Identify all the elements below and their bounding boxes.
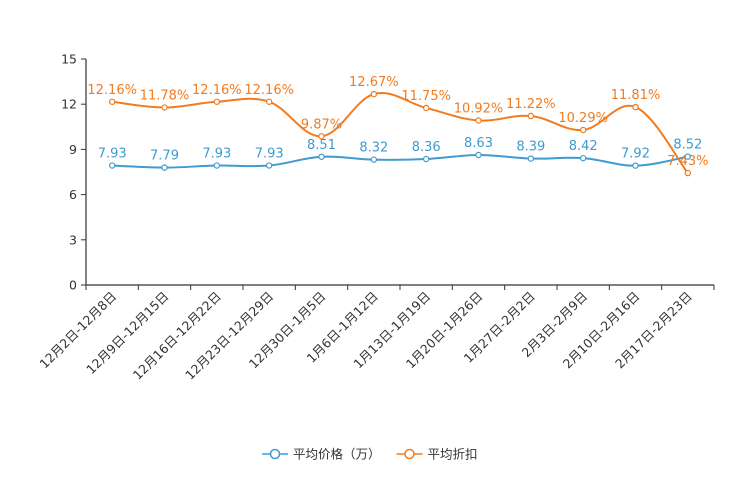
data-point: [370, 90, 378, 98]
data-point: [265, 162, 273, 169]
data-label: 10.92%: [454, 101, 504, 116]
data-point: [632, 103, 639, 111]
data-point: [475, 151, 482, 159]
data-point: [213, 162, 221, 169]
data-label: 12.16%: [87, 83, 137, 98]
data-point: [265, 98, 273, 105]
data-point: [318, 153, 325, 160]
y-tick-label: 9: [69, 142, 77, 157]
data-point: [579, 126, 587, 134]
data-point: [370, 156, 378, 163]
data-point: [318, 133, 325, 140]
data-point: [579, 154, 587, 162]
series-line: [112, 153, 689, 169]
data-point: [684, 153, 692, 160]
data-label: 8.32: [359, 141, 388, 156]
y-tick-label: 0: [69, 278, 77, 293]
data-label: 8.42: [569, 139, 598, 154]
data-label: 10.29%: [558, 111, 608, 126]
y-tick-label: 3: [69, 232, 77, 247]
y-tick-label: 15: [61, 52, 77, 67]
data-point: [632, 162, 639, 169]
data-label: 7.93: [98, 147, 127, 162]
data-point: [422, 104, 430, 112]
data-point: [475, 117, 482, 124]
data-label: 9.87%: [301, 117, 342, 132]
data-point: [161, 104, 168, 111]
data-point: [161, 164, 168, 171]
y-tick-label: 6: [69, 187, 77, 202]
data-label: 7.93: [202, 147, 231, 162]
data-point: [213, 98, 221, 105]
y-tick-label: 12: [61, 97, 77, 112]
data-point: [684, 169, 692, 177]
data-point: [108, 98, 116, 105]
data-label: 12.67%: [349, 75, 399, 90]
data-label: 8.52: [673, 138, 702, 153]
data-label: 11.75%: [401, 89, 451, 104]
data-label: 12.16%: [192, 83, 242, 98]
data-label: 7.79: [150, 149, 179, 164]
data-label: 8.36: [412, 140, 441, 155]
data-label: 8.39: [516, 140, 545, 155]
legend-marker-icon: [269, 448, 281, 460]
data-label: 11.81%: [611, 88, 661, 103]
data-label: 8.51: [307, 138, 336, 153]
data-label: 8.63: [464, 136, 493, 151]
x-tick-label: 12月16日-12月22日: [130, 289, 224, 383]
legend-item-2[interactable]: 平均折扣: [396, 447, 478, 462]
legend[interactable]: 平均价格（万） 平均折扣: [262, 447, 478, 462]
data-label: 12.16%: [244, 83, 294, 98]
data-label: 7.43%: [667, 154, 708, 169]
data-label: 11.78%: [140, 89, 190, 104]
data-label: 7.92: [621, 147, 650, 162]
data-point: [527, 112, 535, 120]
data-label: 7.93: [255, 147, 284, 162]
data-label: 11.22%: [506, 97, 556, 112]
legend-item-1[interactable]: 平均价格（万）: [262, 447, 381, 462]
data-point: [108, 162, 116, 169]
series-1: 7.93 7.79 7.93 7.93 8.51 8.32 8.36 8.63 8.39 8.42…: [98, 136, 702, 171]
legend-label: 平均折扣: [428, 447, 478, 462]
legend-marker-icon: [404, 448, 415, 460]
series-2: 12.16% 11.78% 12.16% 12.16%9.87%12.67%11.75…: [87, 75, 708, 177]
x-tick-label: 12月23日-12月29日: [182, 289, 276, 383]
series-layer: 7.93 7.79 7.93 7.93 8.51 8.32 8.36 8.63 8.39 8.42…: [87, 75, 708, 177]
legend-label: 平均价格（万）: [293, 447, 381, 462]
data-point: [422, 155, 430, 163]
data-point: [527, 155, 535, 162]
